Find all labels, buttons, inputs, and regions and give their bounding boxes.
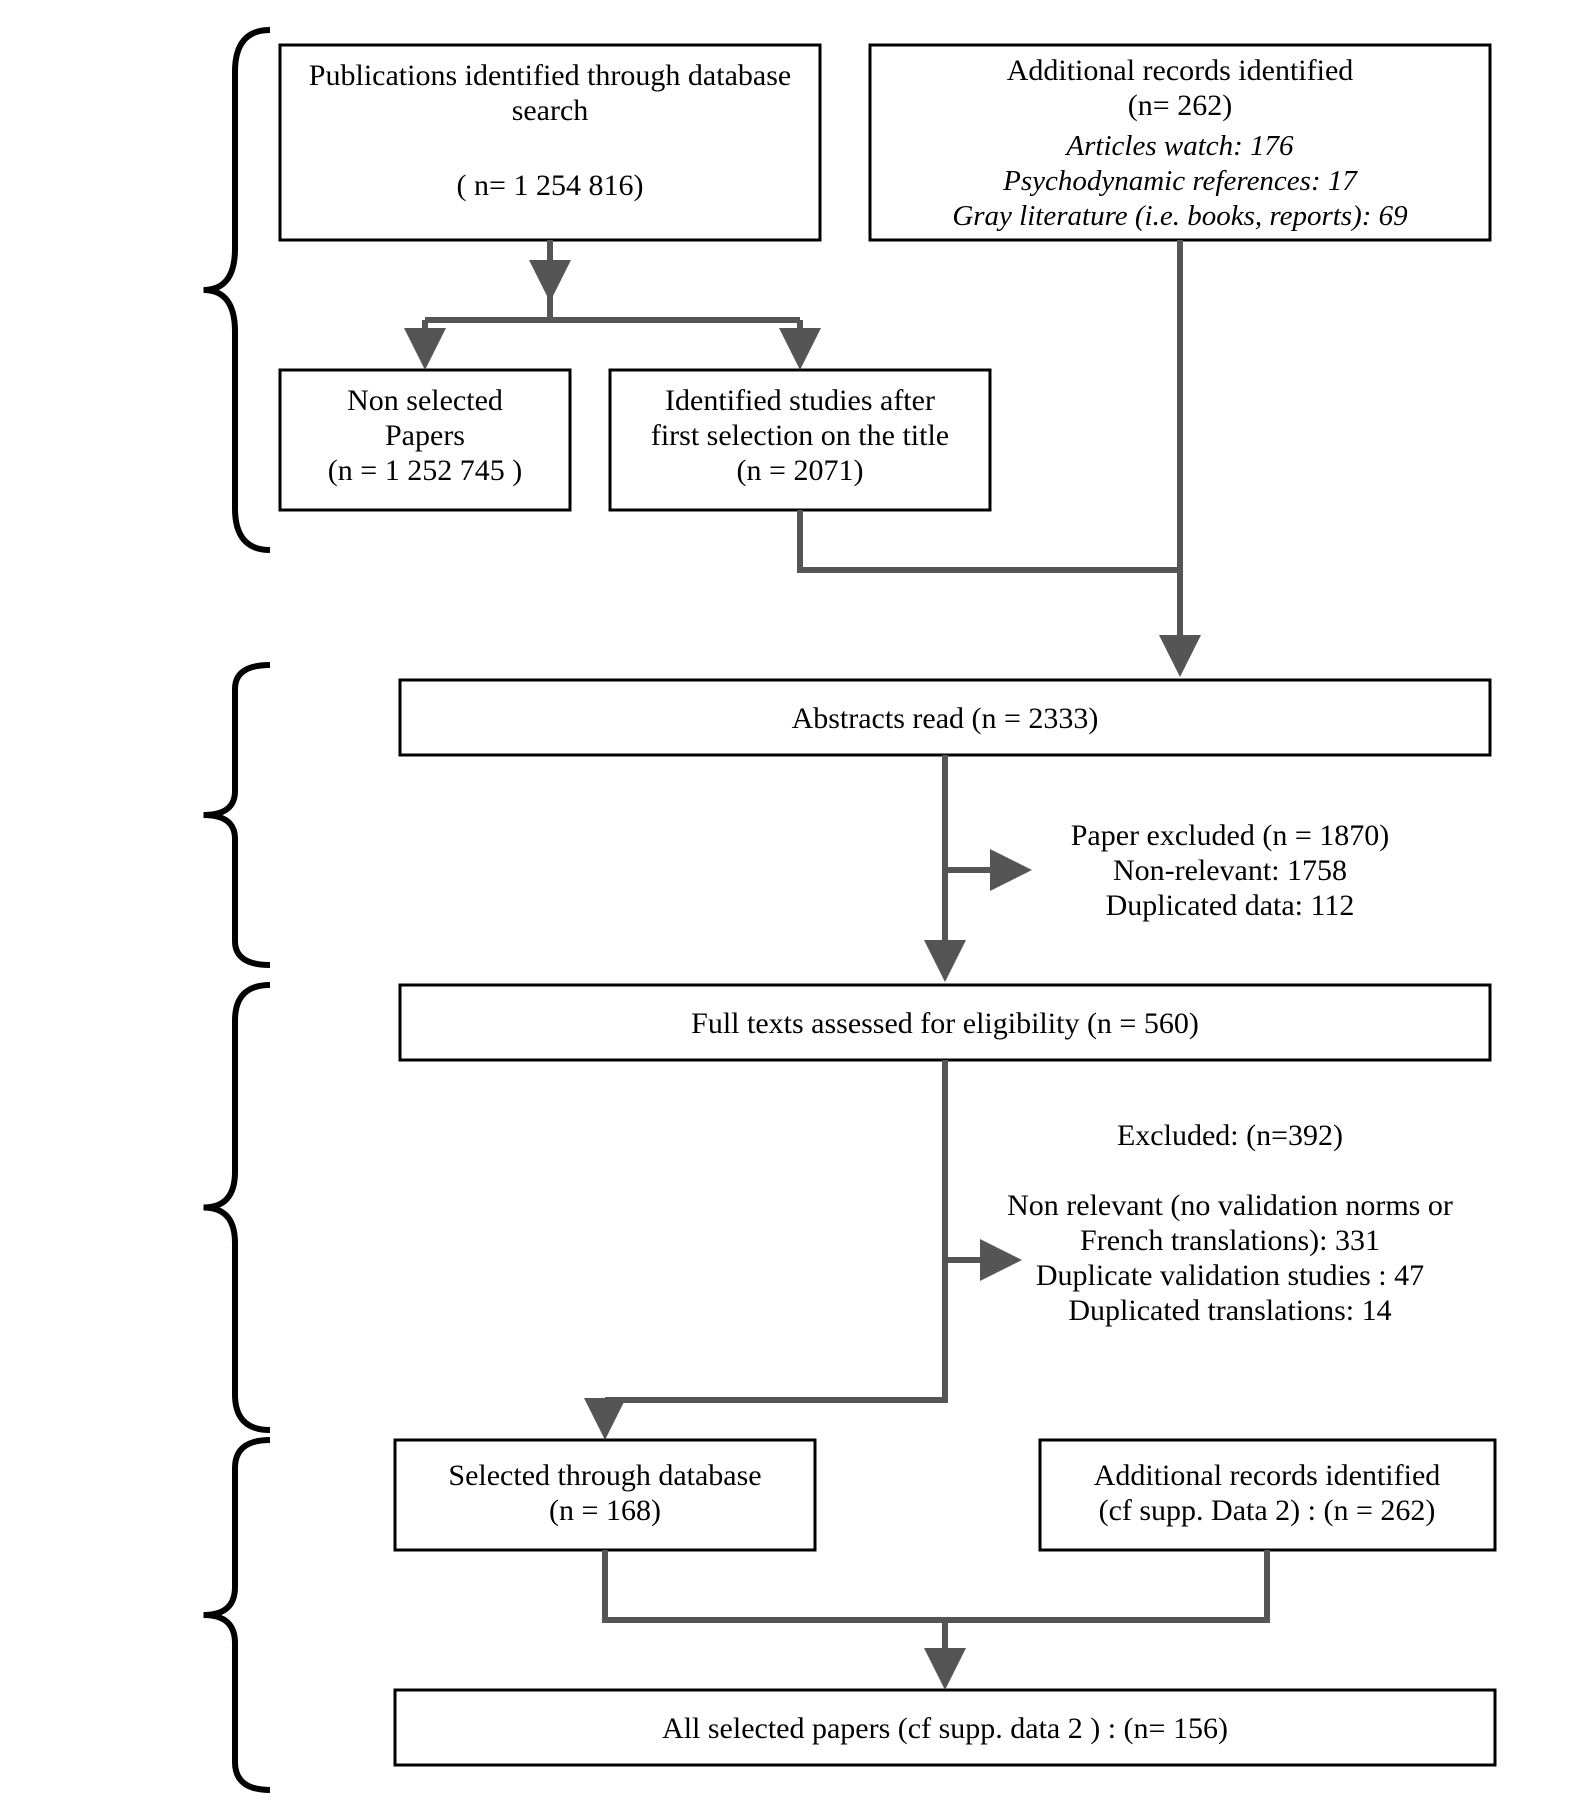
selected-db-count: (n = 168) bbox=[549, 1494, 661, 1527]
prisma-flow-diagram: Identification Screening Eligibility Inc… bbox=[0, 0, 1585, 1809]
box-all-selected: All selected papers (cf supp. data 2 ) :… bbox=[395, 1690, 1495, 1765]
paper-excluded-line2: Non-relevant: 1758 bbox=[1113, 854, 1347, 887]
paper-excluded-line3: Duplicated data: 112 bbox=[1106, 889, 1355, 922]
box-db-search: Publications identified through database… bbox=[280, 45, 820, 240]
identified-count: (n = 2071) bbox=[737, 454, 864, 487]
box-identified-after-title: Identified studies after first selection… bbox=[610, 370, 990, 510]
db-search-count: ( n= 1 254 816) bbox=[457, 169, 644, 202]
brace-screening: Screening bbox=[0, 665, 270, 1001]
full-texts-line1: Full texts assessed for eligibility (n =… bbox=[691, 1007, 1199, 1040]
non-selected-count: (n = 1 252 745 ) bbox=[328, 454, 522, 487]
additional-sub2: Psychodynamic references: 17 bbox=[1002, 165, 1358, 197]
brace-eligibility: Eligibility bbox=[0, 985, 270, 1430]
additional-cf-line1: Additional records identified bbox=[1094, 1459, 1441, 1492]
box-excluded-full: Excluded: (n=392) Non relevant (no valid… bbox=[1007, 1119, 1453, 1327]
box-additional-cf: Additional records identified (cf supp. … bbox=[1040, 1440, 1495, 1550]
non-selected-line2: Papers bbox=[385, 419, 465, 452]
brace-included: Included bbox=[0, 1440, 270, 1794]
paper-excluded-line1: Paper excluded (n = 1870) bbox=[1071, 819, 1390, 852]
all-selected-line1: All selected papers (cf supp. data 2 ) :… bbox=[662, 1712, 1228, 1745]
additional-line1: Additional records identified bbox=[1007, 54, 1354, 87]
additional-sub3: Gray literature (i.e. books, reports): 6… bbox=[952, 200, 1408, 232]
excluded-full-line3: Duplicate validation studies : 47 bbox=[1036, 1259, 1424, 1292]
selected-db-line1: Selected through database bbox=[448, 1459, 761, 1492]
additional-count: (n= 262) bbox=[1128, 89, 1232, 122]
additional-cf-line2: (cf supp. Data 2) : (n = 262) bbox=[1099, 1494, 1436, 1527]
identified-line2: first selection on the title bbox=[651, 419, 949, 452]
excluded-full-line2a: Non relevant (no validation norms or bbox=[1007, 1189, 1453, 1222]
box-selected-db: Selected through database (n = 168) bbox=[395, 1440, 815, 1550]
db-search-line2: search bbox=[512, 94, 589, 127]
box-full-texts: Full texts assessed for eligibility (n =… bbox=[400, 985, 1490, 1060]
excluded-full-line2b: French translations): 331 bbox=[1080, 1224, 1380, 1257]
excluded-full-line4: Duplicated translations: 14 bbox=[1068, 1294, 1391, 1327]
additional-sub1: Articles watch: 176 bbox=[1064, 130, 1294, 162]
box-abstracts-read: Abstracts read (n = 2333) bbox=[400, 680, 1490, 755]
box-paper-excluded: Paper excluded (n = 1870) Non-relevant: … bbox=[1071, 819, 1390, 922]
identified-line1: Identified studies after bbox=[665, 384, 935, 417]
non-selected-line1: Non selected bbox=[347, 384, 503, 417]
box-non-selected: Non selected Papers (n = 1 252 745 ) bbox=[280, 370, 570, 510]
db-search-line1: Publications identified through database bbox=[309, 59, 791, 92]
abstracts-read-line1: Abstracts read (n = 2333) bbox=[792, 702, 1099, 735]
brace-identification: Identification bbox=[0, 30, 270, 550]
excluded-full-line1: Excluded: (n=392) bbox=[1117, 1119, 1343, 1152]
box-additional: Additional records identified (n= 262) A… bbox=[870, 45, 1490, 240]
